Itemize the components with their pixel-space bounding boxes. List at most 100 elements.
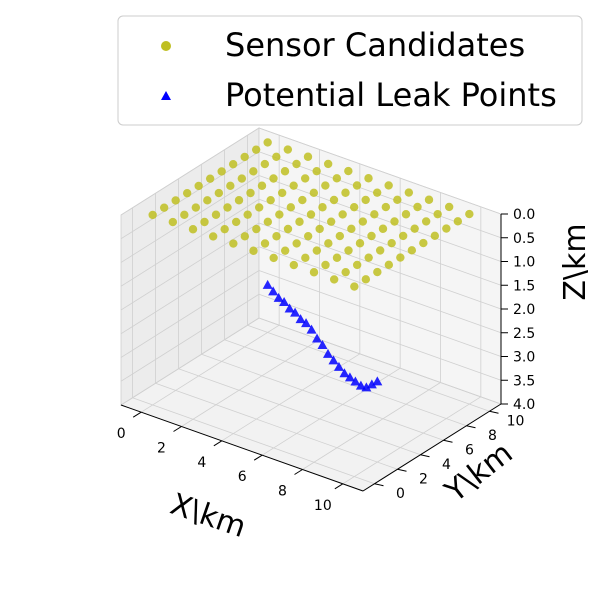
- sensor-candidate-point: [381, 202, 391, 212]
- sensor-candidate-point: [364, 253, 373, 262]
- sensor-candidate-point: [148, 210, 157, 220]
- sensor-candidate-point: [370, 210, 379, 219]
- sensor-candidate-point: [390, 217, 399, 226]
- x-axis-line: [120, 404, 364, 492]
- leak-point: [339, 368, 350, 378]
- gridline-z-left: [120, 175, 260, 263]
- sensor-candidate-point: [387, 238, 396, 248]
- sensor-candidate-point: [335, 231, 345, 241]
- gridline-z-back: [258, 175, 502, 262]
- sensor-candidate-point: [324, 239, 333, 248]
- z-tick-label: 2.5: [513, 326, 535, 342]
- sensor-candidate-point: [358, 217, 368, 226]
- sensor-candidate-point: [430, 231, 440, 241]
- sensor-candidate-point: [373, 267, 382, 277]
- gridline-z-back: [258, 317, 502, 405]
- gridline-y-floor: [224, 339, 467, 427]
- sensor-candidate-point: [309, 188, 319, 198]
- leak-point: [372, 376, 383, 386]
- gridline-z-left: [120, 293, 260, 382]
- sensor-candidate-point: [292, 159, 301, 169]
- gridline-x-floor: [140, 324, 280, 413]
- sensor-candidate-point: [220, 224, 229, 234]
- sensor-candidate-point: [413, 202, 422, 212]
- sensor-candidate-point: [367, 231, 376, 241]
- sensor-candidate-point: [280, 246, 290, 255]
- sensor-candidate-point: [231, 217, 241, 227]
- sensor-candidate-point: [182, 188, 192, 198]
- sensor-candidate-point: [283, 224, 293, 234]
- z-tick-label: 1.0: [513, 255, 535, 271]
- sensor-candidate-point: [350, 282, 359, 291]
- sensor-candidate-point: [211, 210, 221, 219]
- sensor-candidate-point: [203, 196, 212, 205]
- leak-point: [361, 382, 372, 392]
- gridline-y-floor: [155, 382, 398, 470]
- sensor-candidate-point: [396, 253, 405, 262]
- x-tick-mark: [294, 469, 303, 475]
- sensor-candidate-point: [378, 224, 388, 233]
- sensor-candidate-point: [401, 210, 411, 219]
- sensor-candidate-point: [226, 181, 235, 191]
- z-tick-label: 3.0: [513, 350, 535, 366]
- sensor-candidate-point: [246, 188, 255, 198]
- z-tick-label: 0.5: [513, 231, 535, 247]
- sensor-candidate-point: [191, 203, 201, 212]
- sensor-candidate-point: [194, 181, 203, 191]
- sensor-candidate-point: [344, 166, 353, 176]
- sensor-candidate-point: [355, 239, 365, 248]
- leak-point: [312, 333, 323, 343]
- sensor-candidate-point: [349, 202, 359, 212]
- x-tick-label: 2: [157, 441, 166, 457]
- sensor-candidate-point: [341, 188, 350, 197]
- sensor-candidate-point: [442, 224, 451, 233]
- sensor-candidate-point: [315, 224, 324, 234]
- x-tick-mark: [213, 440, 223, 447]
- sensor-candidate-point: [168, 217, 178, 227]
- sensor-candidate-point: [208, 232, 218, 241]
- sensor-candidate-point: [309, 268, 319, 277]
- sensor-candidate-point: [251, 145, 261, 154]
- sensor-candidate-point: [240, 152, 249, 162]
- y-tick-mark: [466, 425, 476, 429]
- sensor-candidate-point: [200, 217, 209, 227]
- y-tick-label: 6: [465, 442, 474, 458]
- sensor-candidate-point: [180, 210, 189, 220]
- leak-point: [268, 286, 279, 296]
- gridline-z-back: [258, 270, 502, 357]
- leak-point: [273, 292, 284, 302]
- x-tick-mark: [173, 426, 182, 432]
- x-tick-label: 4: [197, 455, 206, 471]
- sensor-candidate-point: [384, 181, 393, 190]
- gridline-x-floor: [342, 396, 482, 485]
- gridline-z-back: [258, 127, 502, 215]
- sensor-candidate-point: [269, 253, 278, 263]
- y-tick-mark: [397, 468, 407, 472]
- sensor-candidate-point: [306, 210, 316, 219]
- x-tick-label: 6: [238, 469, 247, 485]
- sensor-candidate-point: [372, 188, 382, 197]
- y-tick-mark: [443, 439, 453, 443]
- y-tick-label: 0: [396, 486, 405, 502]
- sensor-candidate-point: [347, 224, 356, 234]
- sensor-candidate-point: [404, 188, 414, 197]
- leak-point: [355, 380, 366, 390]
- sensor-candidate-point: [407, 246, 417, 255]
- legend-marker-sensor: [161, 41, 171, 51]
- sensor-candidate-point: [398, 231, 408, 241]
- sensor-candidate-point: [364, 174, 373, 183]
- x-axis-label: X\km: [166, 487, 250, 545]
- sensor-candidate-point: [300, 174, 310, 183]
- sensor-candidate-point: [217, 167, 226, 176]
- sensor-candidate-point: [228, 159, 238, 169]
- gridline-z-back: [258, 198, 502, 286]
- x-tick-mark: [132, 411, 142, 418]
- leak-point: [350, 376, 361, 386]
- gridline-z-left: [120, 317, 260, 406]
- sensor-candidate-point: [275, 210, 284, 219]
- gridline-y-floor: [178, 368, 421, 456]
- sensor-candidate-point: [266, 195, 275, 205]
- leak-point: [333, 361, 344, 371]
- sensor-candidate-point: [249, 167, 258, 176]
